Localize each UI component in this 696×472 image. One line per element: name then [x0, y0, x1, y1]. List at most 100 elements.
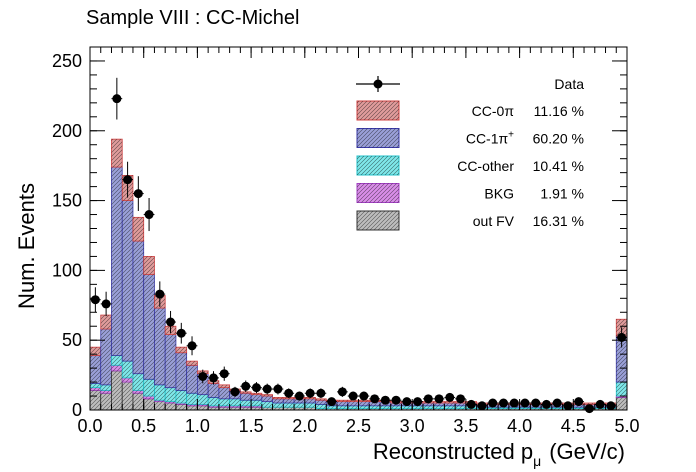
data-point — [230, 387, 240, 397]
bar-hatch-cc0pi — [218, 384, 230, 388]
data-point — [133, 189, 143, 199]
bar-hatch-ccother — [390, 405, 402, 409]
bar-hatch-cc1pi — [616, 336, 627, 383]
bar-hatch-outfv — [261, 407, 273, 410]
bar-hatch-ccother — [326, 405, 338, 409]
bar-hatch-cc1pi — [90, 355, 101, 384]
y-tick-label: 250 — [52, 51, 82, 71]
bar-hatch-cc1pi — [283, 398, 295, 404]
bar-hatch-cc1pi — [444, 403, 456, 406]
data-point — [219, 369, 229, 379]
legend-label-ccother: CC-other — [457, 158, 514, 174]
bar-hatch-bkg — [197, 404, 209, 406]
bar-hatch-bkg — [111, 365, 123, 371]
data-point — [391, 395, 401, 405]
x-tick-label: 4.0 — [507, 416, 532, 436]
bar-hatch-ccother — [337, 405, 348, 409]
y-tick-label: 50 — [62, 330, 82, 350]
legend-swatch-hatch-cc0pi — [357, 101, 399, 120]
data-point — [359, 391, 369, 401]
data-point — [101, 299, 111, 309]
bar-hatch-outfv — [519, 408, 531, 410]
bar-hatch-ccother — [100, 384, 112, 391]
bar-hatch-cc1pi — [433, 403, 445, 406]
x-tick-label: 5.0 — [614, 416, 639, 436]
bar-hatch-outfv — [132, 393, 144, 410]
bar-hatch-bkg — [251, 405, 262, 408]
legend-pct-cc0pi: 11.16 % — [534, 103, 584, 119]
x-tick-label: 3.5 — [453, 416, 478, 436]
bar-hatch-bkg — [229, 405, 241, 408]
legend-swatch-hatch-cc1pi — [357, 128, 399, 148]
bar-hatch-outfv — [551, 408, 563, 410]
bar-hatch-cc1pi — [111, 167, 123, 356]
bar-hatch-outfv — [530, 408, 542, 410]
bar-hatch-cc0pi — [444, 401, 456, 404]
bar-hatch-ccother — [90, 383, 101, 388]
legend-label-cc0pi: CC-0π — [472, 103, 515, 119]
bar-hatch-outfv — [337, 408, 348, 410]
bar-hatch-cc1pi — [272, 398, 284, 404]
bar-hatch-ccother — [433, 405, 445, 409]
bar-hatch-cc1pi — [132, 241, 144, 374]
bar-hatch-ccother — [186, 393, 198, 405]
legend-swatch-hatch-bkg — [357, 183, 399, 203]
data-point — [144, 210, 154, 220]
legend-pct-ccother: 10.41 % — [533, 158, 584, 174]
bar-hatch-ccother — [616, 382, 627, 397]
bar-hatch-ccother — [530, 407, 542, 409]
data-point — [498, 398, 508, 408]
bar-hatch-ccother — [283, 403, 295, 408]
legend-pct-bkg: 1.91 % — [540, 186, 584, 202]
bar-hatch-cc1pi — [369, 401, 380, 406]
bar-hatch-ccother — [175, 390, 187, 404]
bar-hatch-ccother — [315, 404, 327, 409]
data-point — [541, 399, 551, 409]
bar-hatch-ccother — [455, 405, 466, 409]
data-point — [316, 388, 326, 398]
data-point — [456, 394, 466, 404]
data-point — [370, 394, 380, 404]
x-tick-label: 4.5 — [561, 416, 586, 436]
x-axis-label-main: Reconstructed p — [373, 439, 533, 464]
bar-hatch-ccother — [551, 407, 563, 409]
bar-hatch-outfv — [294, 407, 305, 410]
bar-hatch-cc0pi — [251, 393, 262, 395]
bar-hatch-cc0pi — [584, 403, 595, 405]
data-point — [155, 289, 165, 299]
bar-hatch-bkg — [208, 405, 219, 408]
bar-hatch-cc1pi — [218, 387, 230, 399]
legend-pct-cc1pi: 60.20 % — [533, 131, 584, 147]
bar-hatch-cc1pi — [337, 401, 348, 406]
bar-hatch-ccother — [143, 379, 155, 397]
bar-hatch-bkg — [122, 377, 133, 383]
legend-data-label: Data — [554, 76, 584, 92]
bar-hatch-ccother — [208, 397, 219, 406]
bar-hatch-cc1pi — [186, 365, 198, 394]
bar-hatch-outfv — [154, 401, 166, 410]
bar-hatch-outfv — [122, 382, 133, 410]
bar-hatch-outfv — [240, 407, 252, 410]
bar-hatch-outfv — [165, 403, 176, 410]
bar-hatch-ccother — [401, 405, 413, 409]
bar-hatch-outfv — [401, 408, 413, 410]
bar-hatch-ccother — [111, 355, 123, 366]
bar-hatch-ccother — [122, 361, 133, 378]
bar-hatch-outfv — [465, 408, 477, 410]
bar-hatch-ccother — [412, 405, 423, 409]
bar-hatch-outfv — [251, 407, 262, 410]
bar-hatch-outfv — [369, 408, 380, 410]
bar-hatch-bkg — [90, 387, 101, 391]
data-point — [273, 384, 283, 394]
bar-hatch-bkg — [132, 390, 144, 394]
bar-hatch-cc0pi — [304, 397, 316, 399]
bar-hatch-cc1pi — [251, 394, 262, 401]
x-tick-label: 2.0 — [292, 416, 317, 436]
bar-hatch-cc1pi — [304, 398, 316, 404]
bar-hatch-ccother — [197, 394, 209, 405]
bar-hatch-outfv — [90, 390, 101, 410]
data-point — [327, 397, 337, 407]
bar-hatch-outfv — [487, 408, 499, 410]
data-point — [166, 317, 176, 327]
bar-hatch-cc0pi — [240, 391, 252, 394]
